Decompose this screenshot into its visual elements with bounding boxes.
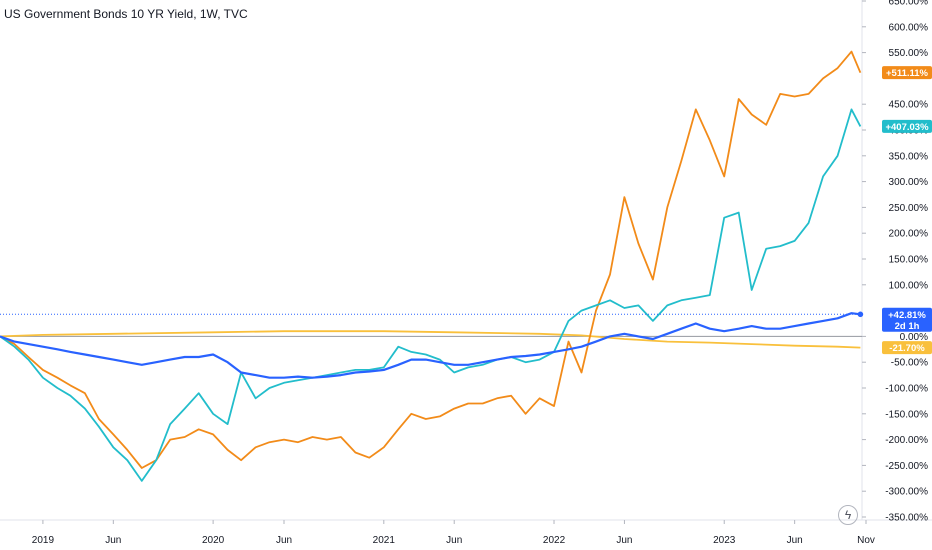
tradingview-lightning-icon[interactable]: ϟ	[838, 505, 858, 525]
y-tick-label: 550.00%	[889, 48, 929, 59]
x-tick-label: 2023	[713, 535, 736, 546]
series-layer	[0, 50, 864, 482]
y-tick-label: -150.00%	[885, 409, 928, 420]
y-tick-label: -200.00%	[885, 435, 928, 446]
last-value-badge	[882, 341, 932, 355]
last-value-label: +407.03%	[885, 122, 929, 133]
last-value-badge	[882, 119, 932, 133]
x-tick-label: 2022	[543, 535, 566, 546]
y-tick-label: 650.00%	[889, 0, 929, 8]
x-tick-label: 2019	[32, 535, 55, 546]
y-tick-label: 150.00%	[889, 255, 929, 266]
y-tick-label: -300.00%	[885, 487, 928, 498]
y-tick-label: -50.00%	[891, 358, 928, 369]
y-tick-label: -100.00%	[885, 384, 928, 395]
x-tick-label: Nov	[857, 535, 875, 546]
series-line-1	[0, 108, 862, 482]
y-tick-label: 450.00%	[889, 100, 929, 111]
y-tick-label: 200.00%	[889, 229, 929, 240]
last-value-label: -21.70%	[889, 343, 925, 354]
x-tick-label: 2021	[373, 535, 396, 546]
last-value-label: +42.81%	[888, 310, 926, 321]
chart-title: US Government Bonds 10 YR Yield, 1W, TVC	[4, 7, 248, 21]
x-axis-ticks: 2019 Jun 2020 Jun 2021 Jun 2022 Jun 2023 Jun Nov	[32, 520, 875, 546]
last-value-label: +511.11%	[886, 68, 929, 79]
x-tick-label: Jun	[616, 535, 632, 546]
y-tick-label: 0.00%	[900, 332, 928, 343]
x-tick-label: Jun	[105, 535, 121, 546]
y-tick-label: -350.00%	[885, 513, 928, 524]
series-end-point	[857, 311, 864, 318]
last-value-badge	[882, 307, 932, 332]
y-tick-label: 600.00%	[889, 22, 929, 33]
series-line-2	[0, 312, 861, 379]
y-tick-label: 250.00%	[889, 203, 929, 214]
y-tick-label: 350.00%	[889, 151, 929, 162]
x-tick-label: Jun	[787, 535, 803, 546]
countdown-label: 2d 1h	[895, 321, 920, 332]
last-value-badge	[882, 66, 932, 80]
x-tick-label: 2020	[202, 535, 225, 546]
x-tick-label: Jun	[446, 535, 462, 546]
x-tick-label: Jun	[276, 535, 292, 546]
series-line-3	[0, 330, 861, 349]
y-tick-label: -250.00%	[885, 461, 928, 472]
axis-lines	[0, 0, 932, 521]
y-tick-label: 300.00%	[889, 177, 929, 188]
last-value-badges: +511.11% +407.03% +42.81%2d 1h -21.70%	[882, 66, 932, 355]
series-line-0	[0, 50, 862, 469]
y-tick-label: 100.00%	[889, 280, 929, 291]
